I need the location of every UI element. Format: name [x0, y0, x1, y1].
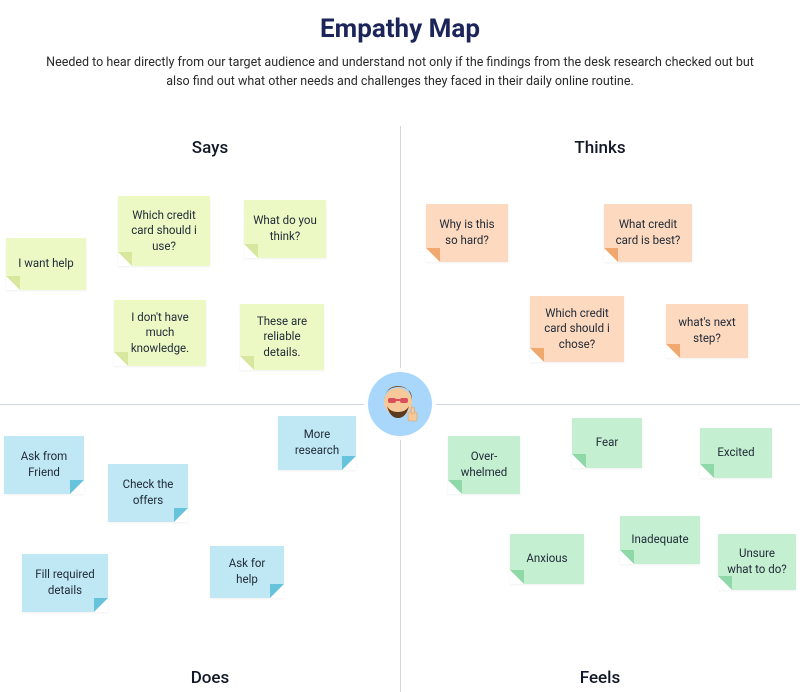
sticky-note-text: what's next step? — [674, 315, 740, 346]
quad-label-does: Does — [150, 668, 270, 688]
sticky-note-thinks: What credit card is best? — [604, 204, 692, 262]
sticky-note-text: Excited — [717, 445, 754, 461]
sticky-note-text: Which credit card should i use? — [126, 208, 202, 255]
note-fold — [114, 352, 128, 366]
sticky-note-text: I want help — [18, 256, 74, 272]
sticky-note-thinks: what's next step? — [666, 304, 748, 358]
sticky-note-text: Ask from Friend — [12, 449, 76, 480]
note-fold — [700, 464, 714, 478]
sticky-note-text: What do you think? — [252, 213, 318, 244]
sticky-note-feels: Over- whelmed — [448, 436, 520, 494]
quad-label-says: Says — [150, 138, 270, 158]
sticky-note-feels: Anxious — [510, 534, 584, 584]
sticky-note-text: Over- whelmed — [461, 449, 508, 480]
note-fold — [530, 348, 544, 362]
sticky-note-feels: Excited — [700, 428, 772, 478]
quad-label-feels: Feels — [540, 668, 660, 688]
note-fold — [244, 244, 258, 258]
note-fold — [718, 576, 732, 590]
sticky-note-says: What do you think? — [244, 200, 326, 258]
sticky-note-text: Inadequate — [631, 532, 688, 548]
sticky-note-feels: Fear — [572, 418, 642, 468]
sticky-note-text: Check the offers — [116, 477, 180, 508]
sticky-note-text: Ask for help — [218, 556, 276, 587]
sticky-note-says: These are reliable details. — [240, 304, 324, 370]
sticky-note-says: I want help — [6, 238, 86, 290]
sticky-note-says: I don't have much knowledge. — [114, 300, 206, 366]
note-fold — [510, 570, 524, 584]
sticky-note-text: Fill required details — [30, 567, 100, 598]
note-fold — [666, 344, 680, 358]
sticky-note-thinks: Which credit card should i chose? — [530, 296, 624, 362]
empathy-map: Says Thinks Does Feels I want help Which … — [0, 116, 800, 692]
note-fold — [604, 248, 618, 262]
note-fold — [572, 454, 586, 468]
note-fold — [270, 584, 284, 598]
sticky-note-text: Why is this so hard? — [434, 217, 500, 248]
persona-avatar — [368, 372, 432, 436]
page-subtitle: Needed to hear directly from our target … — [0, 44, 800, 92]
note-fold — [118, 252, 132, 266]
note-fold — [342, 456, 356, 470]
sticky-note-feels: Inadequate — [620, 516, 700, 564]
sticky-note-text: More research — [286, 427, 348, 458]
sticky-note-text: What credit card is best? — [612, 217, 684, 248]
sticky-note-text: I don't have much knowledge. — [122, 310, 198, 357]
sticky-note-feels: Unsure what to do? — [718, 534, 796, 590]
note-fold — [70, 480, 84, 494]
note-fold — [174, 508, 188, 522]
note-fold — [426, 248, 440, 262]
avatar-icon — [378, 382, 422, 426]
sticky-note-text: Fear — [596, 435, 619, 451]
note-fold — [240, 356, 254, 370]
sticky-note-text: Which credit card should i chose? — [538, 306, 616, 353]
sticky-note-text: These are reliable details. — [248, 314, 316, 361]
note-fold — [448, 480, 462, 494]
sticky-note-text: Anxious — [526, 551, 567, 567]
page-title: Empathy Map — [0, 0, 800, 44]
sticky-note-does: Fill required details — [22, 554, 108, 612]
quad-label-thinks: Thinks — [540, 138, 660, 158]
sticky-note-does: Ask from Friend — [4, 436, 84, 494]
note-fold — [94, 598, 108, 612]
note-fold — [6, 276, 20, 290]
sticky-note-thinks: Why is this so hard? — [426, 204, 508, 262]
sticky-note-does: Ask for help — [210, 546, 284, 598]
sticky-note-does: More research — [278, 416, 356, 470]
note-fold — [620, 550, 634, 564]
sticky-note-says: Which credit card should i use? — [118, 196, 210, 266]
sticky-note-text: Unsure what to do? — [726, 546, 788, 577]
sticky-note-does: Check the offers — [108, 464, 188, 522]
